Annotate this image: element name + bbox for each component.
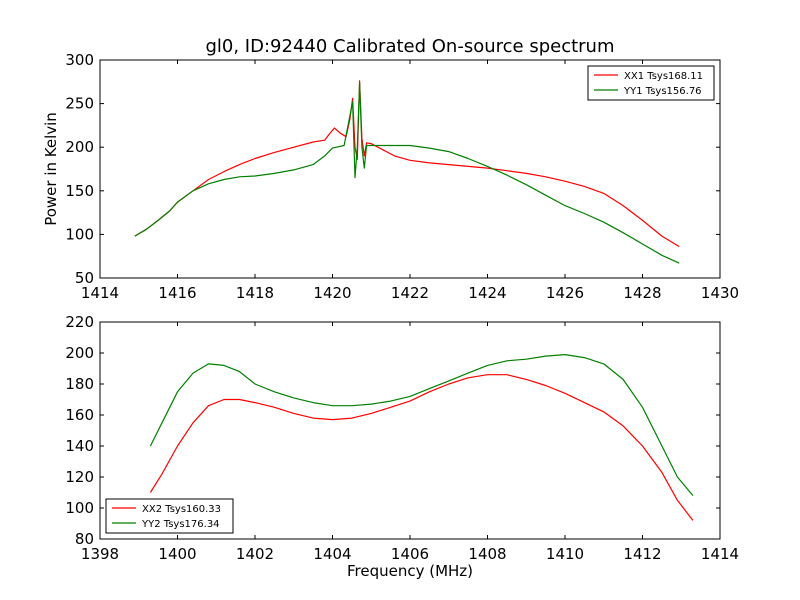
bottom-x-tick-label: 1408 xyxy=(468,545,506,563)
bottom-y-tick-label: 200 xyxy=(65,344,94,362)
top-y-tick-label: 150 xyxy=(65,182,94,200)
top-series-line-2 xyxy=(134,82,680,264)
bottom-legend-box xyxy=(105,498,234,534)
bottom-x-tick-label: 1398 xyxy=(81,545,119,563)
bottom-legend: XX2 Tsys160.33 YY2 Tsys176.34 xyxy=(105,498,234,534)
top-y-tick-label: 200 xyxy=(65,138,94,156)
bottom-y-tick-label: 100 xyxy=(65,499,94,517)
bottom-x-axis-label: Frequency (MHz) xyxy=(347,562,473,580)
top-x-tick-label: 1428 xyxy=(623,284,661,302)
top-x-tick-label: 1420 xyxy=(313,284,351,302)
top-legend-box xyxy=(587,65,715,101)
top-x-tick-label: 1422 xyxy=(391,284,429,302)
top-x-tick-label: 1418 xyxy=(236,284,274,302)
top-x-tick-label: 1416 xyxy=(158,284,196,302)
top-legend-label-1: XX1 Tsys168.11 xyxy=(624,71,703,82)
top-legend-label-2: YY1 Tsys156.76 xyxy=(623,86,702,97)
bottom-y-tick-label: 120 xyxy=(65,468,94,486)
chart-title: gl0, ID:92440 Calibrated On-source spect… xyxy=(205,36,614,57)
top-y-tick-label: 50 xyxy=(75,269,94,287)
bottom-y-tick-label: 160 xyxy=(65,406,94,424)
top-series-line-1 xyxy=(134,80,680,248)
bottom-legend-label-1: XX2 Tsys160.33 xyxy=(142,504,221,515)
top-x-tick-label: 1430 xyxy=(701,284,739,302)
bottom-x-tick-label: 1400 xyxy=(158,545,196,563)
bottom-y-tick-label: 140 xyxy=(65,437,94,455)
top-x-tick-label: 1424 xyxy=(468,284,506,302)
bottom-series-line-1 xyxy=(149,374,694,521)
top-y-axis-label: Power in Kelvin xyxy=(42,112,60,226)
bottom-x-tick-label: 1404 xyxy=(313,545,351,563)
bottom-x-tick-label: 1410 xyxy=(546,545,584,563)
bottom-x-tick-label: 1412 xyxy=(623,545,661,563)
top-y-tick-label: 100 xyxy=(65,225,94,243)
top-x-tick-label: 1414 xyxy=(81,284,119,302)
bottom-x-tick-label: 1406 xyxy=(391,545,429,563)
top-legend: XX1 Tsys168.11 YY1 Tsys156.76 xyxy=(587,65,715,101)
top-y-tick-label: 300 xyxy=(65,51,94,69)
top-plot: 1414 1416 1418 1420 1422 1424 1426 1428 1430 50 10… xyxy=(65,51,739,302)
bottom-legend-label-2: YY2 Tsys176.34 xyxy=(141,519,220,530)
top-x-tick-label: 1426 xyxy=(546,284,584,302)
bottom-x-tick-label: 1414 xyxy=(701,545,739,563)
bottom-y-tick-label: 80 xyxy=(75,530,94,548)
bottom-x-tick-label: 1402 xyxy=(236,545,274,563)
bottom-series-line-2 xyxy=(149,354,694,496)
top-y-tick-label: 250 xyxy=(65,95,94,113)
bottom-y-tick-label: 180 xyxy=(65,375,94,393)
bottom-y-tick-label: 220 xyxy=(65,313,94,331)
bottom-plot: 1398 1400 1402 1404 1406 1408 1410 1412 1414 80 10… xyxy=(65,313,739,563)
